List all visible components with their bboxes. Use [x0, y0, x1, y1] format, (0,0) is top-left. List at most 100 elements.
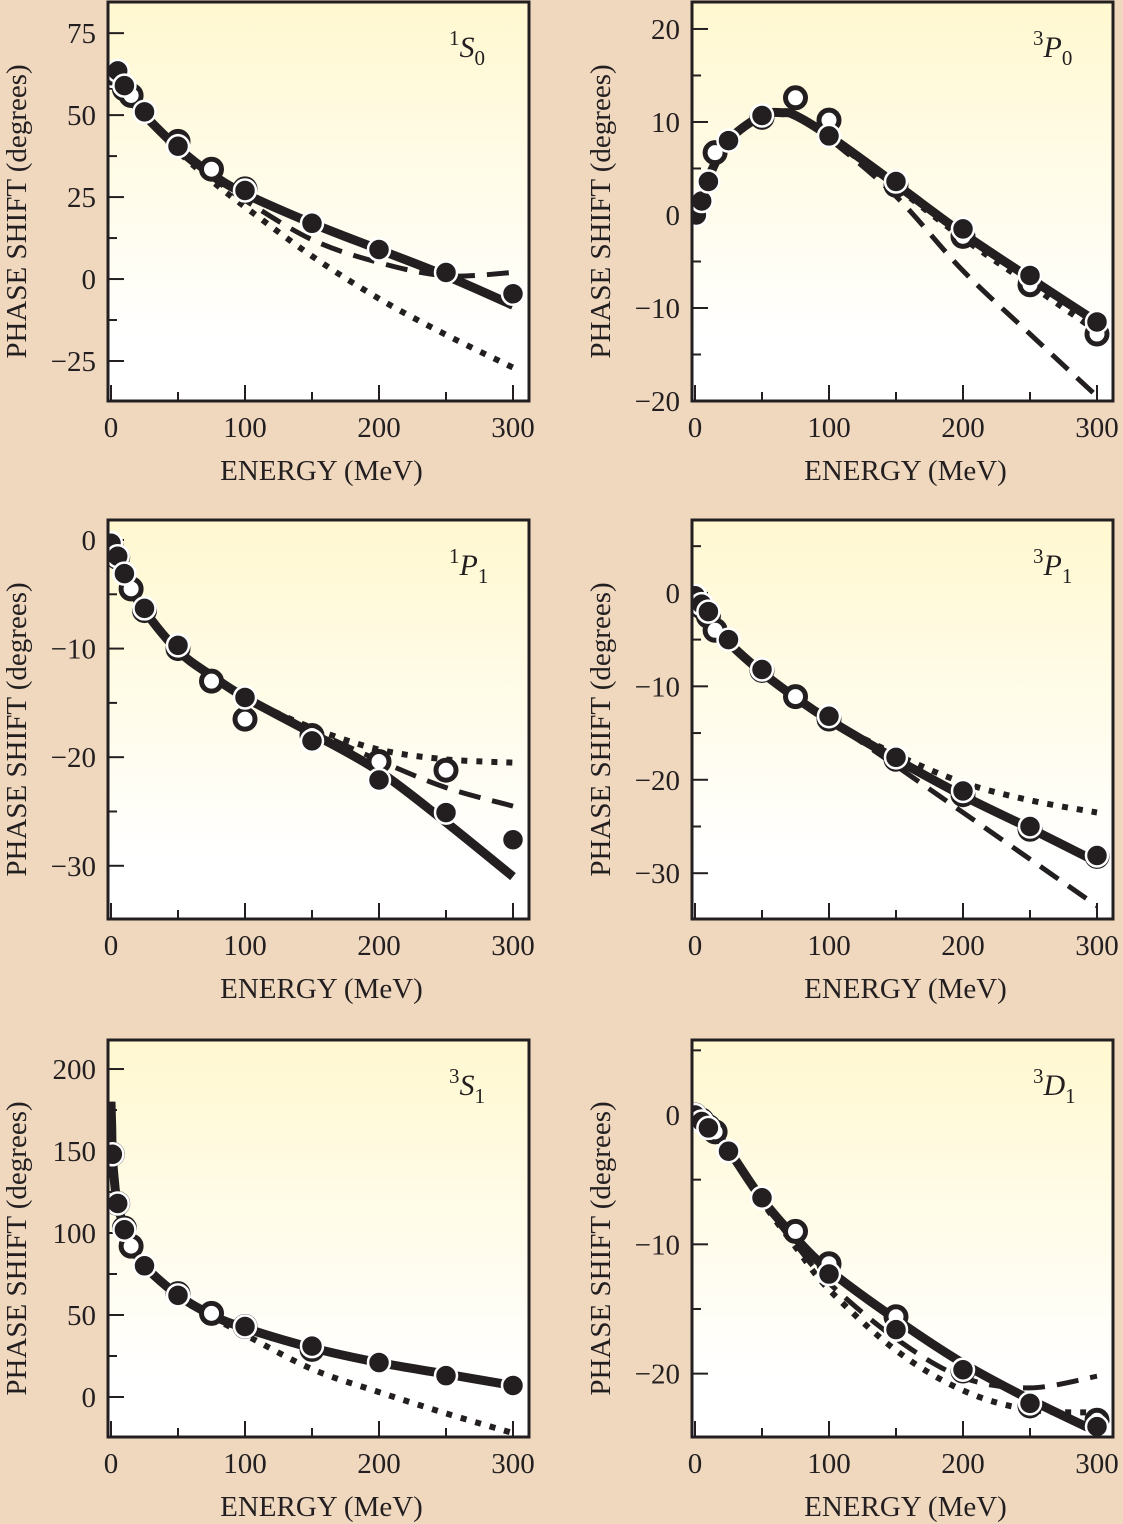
filled-data-point	[1017, 1391, 1043, 1416]
x-tick-label: 300	[1075, 412, 1119, 444]
y-axis-title: PHASE SHIFT (degrees)	[1, 582, 33, 876]
filled-data-point	[749, 657, 775, 682]
filled-data-point	[112, 561, 137, 586]
filled-data-point	[112, 73, 137, 98]
x-tick-label: 100	[223, 1448, 267, 1480]
y-tick-label: 25	[67, 182, 96, 214]
series-dotted-line	[692, 594, 1098, 816]
panel-label: 1P1	[449, 544, 488, 588]
plot-frame	[106, 518, 531, 921]
filled-data-point	[716, 1138, 741, 1164]
panel-3P1: 0 −10 −20 −30 0 100 200 300 ENERGY (MeV) PHASE SH…	[585, 518, 1119, 1005]
filled-data-point	[816, 703, 842, 729]
panel-1P1: 0 −10 −20 −30 0 100 200 300 ENERGY (MeV) PHASE SH…	[1, 518, 535, 1005]
y-tick-label: 150	[53, 1136, 97, 1168]
plot-area	[692, 1040, 1113, 1437]
filled-data-point	[883, 745, 909, 770]
panel-label: 3P0	[1033, 26, 1072, 70]
panel-label-superscript: 1	[449, 544, 460, 568]
y-axis-title: PHASE SHIFT (degrees)	[585, 582, 617, 876]
panel-label-subscript: 1	[1062, 564, 1073, 588]
filled-data-point	[716, 627, 741, 652]
filled-data-point	[749, 1185, 775, 1211]
plot-frame	[690, 518, 1115, 921]
y-tick-label: −10	[635, 671, 680, 703]
panel-1S0: 75 50 25 0 −25 0 100 200 300 ENERGY (MeV) PHASE SH…	[1, 0, 535, 487]
filled-data-point	[232, 685, 258, 710]
filled-data-point	[950, 778, 976, 804]
y-tick-label: −30	[51, 851, 96, 883]
filled-data-point	[366, 1350, 392, 1375]
filled-data-point	[950, 1357, 976, 1383]
open-data-point	[232, 706, 258, 732]
y-tick-label: −10	[635, 1229, 680, 1261]
x-tick-label: 0	[104, 1448, 119, 1480]
x-tick-label: 200	[941, 1448, 985, 1480]
curves	[108, 530, 526, 881]
filled-data-point	[1084, 309, 1110, 335]
plot-frame	[106, 0, 531, 403]
x-tick-label: 300	[491, 412, 535, 444]
panel-label-subscript: 0	[1062, 46, 1073, 70]
curves	[692, 583, 1110, 908]
filled-data-point	[500, 281, 526, 307]
filled-data-point	[816, 123, 842, 149]
filled-data-point	[108, 1191, 130, 1216]
panel-label-symbol: P	[1043, 549, 1062, 582]
y-tick-label: 0	[82, 1382, 97, 1414]
x-axis-title: ENERGY (MeV)	[220, 455, 423, 487]
filled-data-point	[500, 827, 526, 852]
filled-data-point	[1017, 814, 1043, 839]
filled-data-point	[696, 1115, 721, 1141]
y-tick-label: −20	[51, 742, 96, 774]
panel-label-superscript: 1	[449, 26, 460, 50]
open-data-point	[783, 1218, 808, 1244]
filled-data-point	[883, 1317, 909, 1342]
y-tick-label: 50	[67, 1300, 96, 1332]
x-axis-title: ENERGY (MeV)	[220, 973, 423, 1005]
series-dotted-line	[108, 73, 515, 371]
filled-data-point	[299, 211, 325, 236]
x-tick-label: 300	[1075, 930, 1119, 962]
y-tick-label: 0	[666, 1100, 681, 1132]
plot-frame	[690, 0, 1115, 403]
x-axis-title: ENERGY (MeV)	[804, 455, 1007, 487]
filled-data-point	[132, 99, 157, 125]
panel-label-subscript: 1	[478, 564, 489, 588]
y-tick-label: −20	[635, 1359, 680, 1391]
x-tick-label: 300	[491, 930, 535, 962]
panel-3S1: 200 150 100 50 0 0 100 200 300 ENERGY (MeV) PHASE …	[1, 1038, 535, 1523]
y-tick-label: 0	[82, 525, 97, 557]
panel-label-symbol: P	[459, 549, 478, 582]
filled-data-point	[366, 237, 392, 262]
filled-data-point	[165, 633, 191, 658]
panel-label-subscript: 1	[1065, 1084, 1076, 1108]
panel-3D1: 0 −10 −20 0 100 200 300 ENERGY (MeV) PHASE SHIFT…	[585, 1038, 1119, 1523]
x-tick-label: 100	[807, 412, 851, 444]
curves	[108, 1101, 526, 1436]
open-data-point	[199, 1300, 224, 1326]
panel-label-superscript: 3	[1033, 26, 1044, 50]
panel-label-symbol: S	[460, 1069, 475, 1102]
filled-data-point	[500, 1373, 526, 1398]
curves	[692, 85, 1110, 399]
filled-data-point	[749, 103, 775, 128]
open-data-point	[783, 85, 808, 111]
panel-label-subscript: 0	[475, 46, 486, 70]
x-axis-title: ENERGY (MeV)	[804, 973, 1007, 1005]
curves	[692, 1102, 1110, 1437]
x-tick-label: 0	[104, 930, 119, 962]
filled-data-point	[108, 1142, 125, 1167]
open-data-point	[433, 757, 459, 783]
filled-data-point	[716, 128, 741, 153]
panel-label: 3D1	[1033, 1064, 1076, 1108]
y-tick-label: 10	[651, 107, 680, 139]
filled-data-point	[883, 169, 909, 194]
x-tick-label: 100	[223, 930, 267, 962]
y-tick-label: 0	[666, 578, 681, 610]
filled-data-point	[165, 1283, 191, 1308]
y-tick-label: −25	[51, 346, 96, 378]
x-tick-label: 0	[688, 412, 703, 444]
y-tick-label: −30	[635, 858, 680, 890]
